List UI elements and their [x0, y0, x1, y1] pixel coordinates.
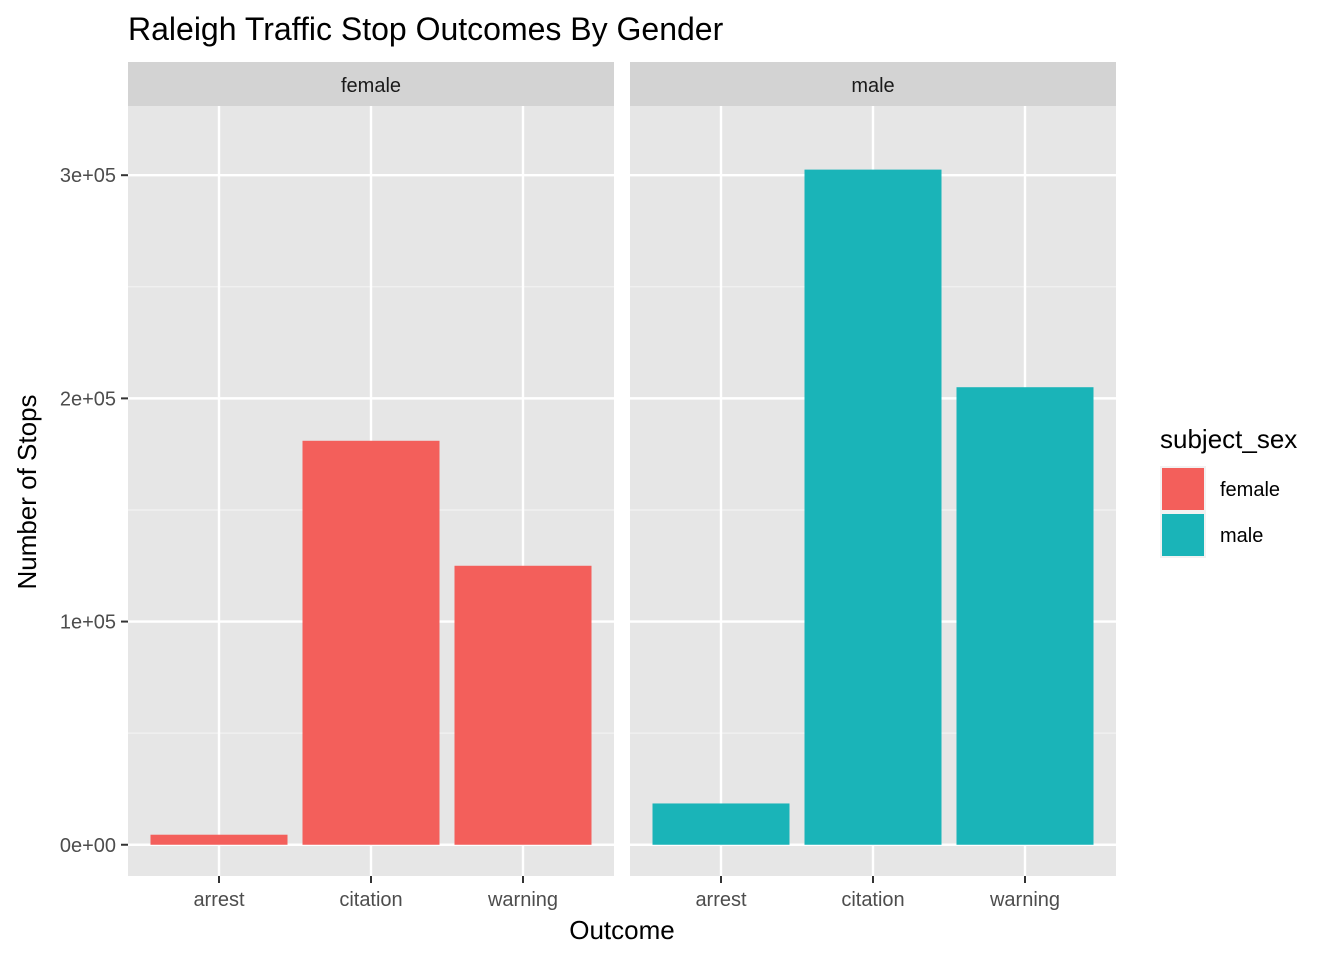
- legend-key-male: [1162, 514, 1204, 556]
- y-tick-label: 1e+05: [60, 612, 116, 634]
- facet-strip: [128, 62, 614, 106]
- facet-male: arrest citation warning male: [630, 62, 1116, 911]
- bar-male-warning: [956, 387, 1094, 845]
- y-tick-label: 3e+05: [60, 165, 116, 187]
- x-tick-label: warning: [487, 889, 558, 911]
- facet-strip-label: female: [341, 75, 401, 97]
- facet-strip: [630, 62, 1116, 106]
- bar-female-citation: [302, 440, 440, 845]
- facet-strip-label: male: [851, 75, 894, 97]
- y-tick-label: 0e+00: [60, 835, 116, 857]
- y-tick-label: 2e+05: [60, 388, 116, 410]
- bar-male-citation: [804, 169, 942, 845]
- x-tick-label: arrest: [193, 889, 245, 911]
- legend-title: subject_sex: [1160, 424, 1297, 454]
- x-axis-title: Outcome: [569, 915, 675, 945]
- chart-title: Raleigh Traffic Stop Outcomes By Gender: [128, 11, 724, 47]
- legend-key-female: [1162, 468, 1204, 510]
- y-axis: 0e+00 1e+05 2e+05 3e+05: [60, 165, 128, 857]
- bar-female-warning: [454, 565, 592, 845]
- facet-panels: arrest citation warning female arrest citatio…: [128, 62, 1116, 911]
- legend: subject_sex female male: [1160, 424, 1297, 558]
- x-tick-label: warning: [989, 889, 1060, 911]
- facet-female: arrest citation warning female: [128, 62, 614, 911]
- x-tick-label: citation: [339, 889, 402, 911]
- x-tick-label: arrest: [695, 889, 747, 911]
- legend-label-male: male: [1220, 525, 1263, 547]
- bar-female-arrest: [150, 834, 288, 845]
- x-tick-label: citation: [841, 889, 904, 911]
- legend-label-female: female: [1220, 479, 1280, 501]
- y-axis-title: Number of Stops: [12, 394, 42, 589]
- bar-male-arrest: [652, 803, 790, 845]
